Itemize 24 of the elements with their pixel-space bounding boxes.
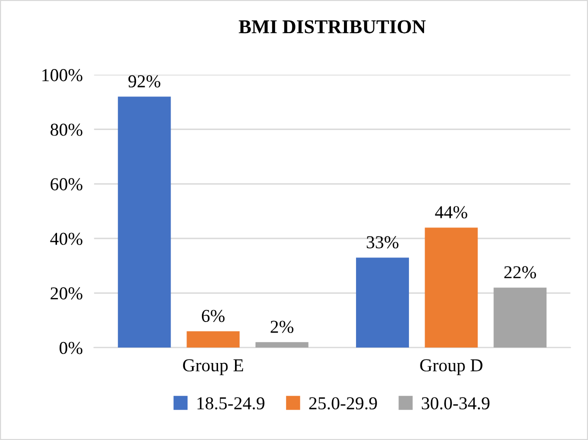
chart-title: BMI DISTRIBUTION: [238, 20, 426, 34]
y-tick-label: 80%: [50, 124, 82, 136]
data-label: 22%: [504, 266, 536, 278]
data-label: 2%: [270, 320, 294, 333]
y-tick-label: 20%: [50, 287, 82, 300]
bar: [356, 258, 409, 348]
bar: [494, 288, 547, 348]
legend-label: 18.5-24.9: [198, 397, 264, 410]
y-tick-label: 100%: [42, 69, 82, 82]
y-tick-label: 40%: [50, 232, 82, 245]
data-label: 33%: [366, 236, 398, 248]
legend-label: 25.0-29.9: [309, 397, 377, 410]
bar: [118, 96, 171, 348]
y-tick-label: 60%: [50, 178, 82, 190]
legend-label: 30.0-34.9: [422, 397, 490, 410]
x-tick-label: Group D: [420, 359, 482, 376]
bar: [424, 228, 478, 348]
x-tick-label: Group E: [183, 359, 244, 376]
bar: [255, 342, 308, 348]
data-label: 44%: [435, 206, 468, 218]
data-label: 92%: [128, 75, 160, 88]
data-label: 6%: [202, 310, 225, 322]
y-tick-label: 0%: [60, 342, 82, 354]
bar: [186, 331, 240, 348]
